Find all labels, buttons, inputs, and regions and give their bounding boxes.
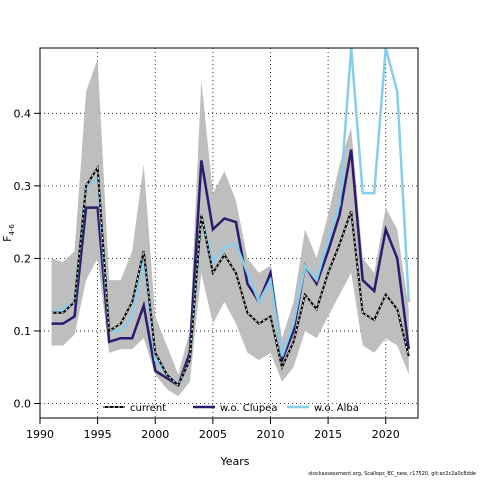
footer-credit: stockassessment.org, Scallops_BC_new, r1…	[308, 471, 476, 477]
series-line-current-dash	[51, 166, 410, 387]
legend-item-w-o-clupea: w.o. Clupea	[193, 403, 277, 414]
legend-label: current	[130, 403, 166, 414]
x-axis: 1990 1995 2000 2005 2010 2015 2020	[26, 417, 400, 441]
y-tick-label: 0.4	[14, 107, 32, 120]
x-tick-label: 2005	[199, 428, 227, 441]
legend-label: w.o. Clupea	[220, 403, 277, 414]
y-tick-label: 0.2	[14, 252, 32, 265]
y-axis: 0.0 0.1 0.2 0.3 0.4	[14, 107, 41, 410]
y-tick-label: 0.1	[14, 325, 32, 338]
x-axis-title: Years	[219, 455, 249, 468]
legend-label: w.o. Alba	[314, 403, 359, 414]
y-axis-title-subscript: 4-6	[8, 224, 16, 236]
x-tick-label: 1990	[26, 428, 54, 441]
legend-item-w-o-alba: w.o. Alba	[287, 403, 359, 414]
x-tick-label: 2000	[141, 428, 169, 441]
series-line-w-o-alba	[51, 48, 411, 388]
series-lines	[51, 48, 411, 388]
x-tick-label: 2020	[372, 428, 400, 441]
y-axis-title: F4-6	[1, 224, 16, 242]
legend: current w.o. Clupea w.o. Alba	[103, 403, 359, 414]
series-line-w-o-clupea	[51, 149, 411, 388]
y-tick-label: 0.3	[14, 180, 32, 193]
x-tick-label: 1995	[84, 428, 112, 441]
x-tick-label: 2010	[256, 428, 284, 441]
y-tick-label: 0.0	[14, 397, 32, 410]
x-tick-label: 2015	[314, 428, 342, 441]
legend-item-current: current	[103, 403, 166, 414]
